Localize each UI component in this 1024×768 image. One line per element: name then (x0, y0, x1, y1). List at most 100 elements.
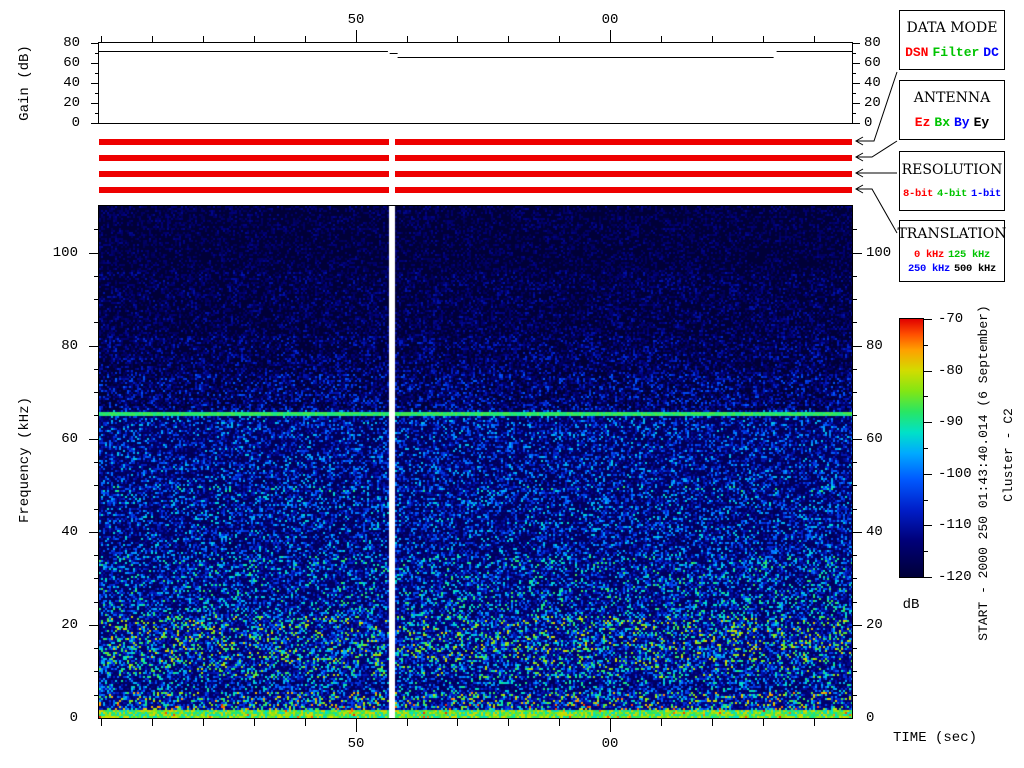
freq-tick (852, 276, 857, 277)
freq-tick (852, 229, 857, 230)
time-tick (203, 718, 204, 726)
freq-tick (852, 439, 862, 440)
freq-tick (852, 392, 857, 393)
gain-tick (852, 63, 860, 64)
gain-tick (91, 63, 99, 64)
freq-tick-label: 80 (866, 338, 883, 354)
freq-tick-label: 0 (866, 710, 875, 726)
freq-tick (852, 322, 857, 323)
resolution-8bit: 8-bit (902, 188, 933, 200)
gain-tick-label: 80 (864, 35, 881, 51)
freq-tick (852, 253, 862, 254)
time-tick (814, 718, 815, 726)
freq-tick (94, 648, 99, 649)
time-tick (101, 718, 102, 726)
freq-tick (94, 671, 99, 672)
gain-tick-label: 80 (63, 35, 80, 51)
time-tick-label: 00 (601, 12, 619, 28)
legend-box-translation: TRANSLATION 0 kHz 125 kHz 250 kHz 500 kHz (897, 220, 1007, 282)
status-bar (395, 171, 852, 177)
status-bar (99, 139, 389, 145)
time-tick (356, 30, 357, 43)
colorbar-tick-label: -70 (938, 311, 964, 327)
gain-tick (91, 43, 99, 44)
translation-125khz: 125 kHz (948, 248, 991, 261)
freq-tick (852, 532, 862, 533)
colorbar-tick-label: -110 (938, 517, 972, 533)
data-mode-title: DATA MODE (906, 20, 998, 36)
resolution-title: RESOLUTION (901, 162, 1003, 178)
gain-tick-label: 40 (63, 75, 80, 91)
gain-tick (852, 113, 856, 114)
time-tick-label: 50 (347, 12, 365, 28)
time-tick (152, 36, 153, 43)
freq-tick (94, 369, 99, 370)
gain-tick (852, 43, 860, 44)
colorbar-tick (923, 422, 932, 423)
gain-tick-label: 0 (864, 115, 873, 131)
translation-title: TRANSLATION (897, 226, 1007, 243)
time-tick (152, 718, 153, 726)
resolution-values: 8-bit 4-bit 1-bit (901, 188, 1003, 200)
time-tick (559, 718, 560, 726)
time-tick (763, 36, 764, 43)
time-tick (508, 36, 509, 43)
gain-tick (852, 83, 860, 84)
freq-tick (852, 485, 857, 486)
freq-tick-label: 100 (866, 245, 892, 261)
status-bar (99, 171, 389, 177)
freq-tick-label: 0 (69, 710, 78, 726)
translation-250khz: 250 kHz (907, 262, 950, 275)
frequency-axis-label: Frequency (kHz) (17, 396, 33, 524)
freq-tick-label: 40 (866, 524, 883, 540)
colorbar-tick (923, 371, 932, 372)
freq-tick (89, 346, 99, 347)
freq-tick-label: 20 (61, 617, 78, 633)
colorbar-tick (923, 396, 928, 397)
resolution-4bit: 4-bit (936, 188, 967, 200)
freq-tick-label: 20 (866, 617, 883, 633)
colorbar-tick (923, 319, 932, 320)
time-tick (356, 718, 357, 732)
gain-tick-label: 20 (63, 95, 80, 111)
freq-tick (94, 602, 99, 603)
gain-tick-label: 60 (63, 55, 80, 71)
data-mode-dc: DC (983, 45, 999, 60)
time-tick (305, 36, 306, 43)
gain-tick (95, 113, 99, 114)
freq-tick (94, 695, 99, 696)
antenna-values: Ez Bx By Ey (913, 115, 991, 130)
colorbar-tick-label: -90 (938, 414, 964, 430)
freq-tick (852, 625, 862, 626)
gain-tick (852, 93, 856, 94)
freq-tick (852, 578, 857, 579)
time-tick (305, 718, 306, 726)
freq-tick-label: 100 (52, 245, 78, 261)
gain-tick-label: 20 (864, 95, 881, 111)
translation-500khz: 500 kHz (954, 262, 997, 275)
freq-tick (94, 322, 99, 323)
time-tick (254, 718, 255, 726)
time-tick (661, 718, 662, 726)
freq-tick (94, 229, 99, 230)
freq-tick (852, 346, 862, 347)
freq-tick (94, 509, 99, 510)
gain-tick (95, 73, 99, 74)
freq-tick (89, 625, 99, 626)
freq-tick (89, 253, 99, 254)
spectrogram-canvas (99, 206, 852, 718)
time-tick (508, 718, 509, 726)
antenna-ey: Ey (973, 115, 990, 130)
freq-tick (94, 276, 99, 277)
freq-tick (89, 439, 99, 440)
translation-values: 0 kHz 125 kHz 250 kHz 500 kHz (906, 248, 998, 276)
gain-tick (91, 103, 99, 104)
colorbar-tick (923, 577, 932, 578)
data-mode-filter: Filter (932, 45, 980, 60)
colorbar-tick (923, 525, 932, 526)
status-bar (99, 187, 389, 193)
freq-tick-label: 80 (61, 338, 78, 354)
status-bar (395, 187, 852, 193)
freq-tick (852, 648, 857, 649)
